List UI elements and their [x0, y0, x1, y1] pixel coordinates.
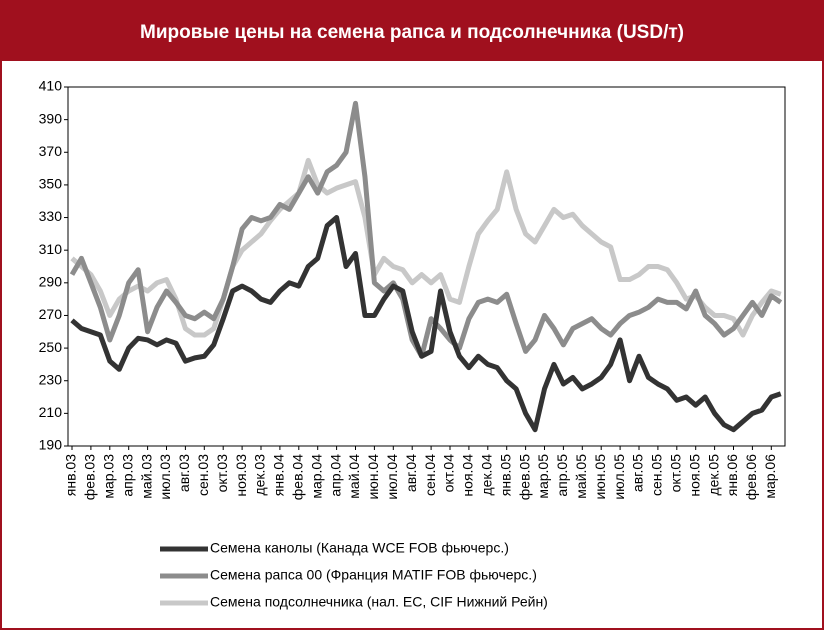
- x-tick-label: дек.05: [705, 454, 721, 496]
- x-tick-label: сен.03: [195, 454, 211, 496]
- x-tick-label: окт.05: [668, 454, 684, 493]
- x-tick-label: янв.06: [724, 454, 740, 496]
- y-tick-label: 410: [39, 78, 63, 94]
- legend-label: Семена канолы (Канада WCE FOB фьючерс.): [210, 540, 509, 556]
- legend-label: Семена рапса 00 (Франция MATIF FOB фьюче…: [210, 567, 537, 583]
- x-tick-label: ноя.05: [686, 454, 702, 497]
- x-tick-label: окт.03: [214, 454, 230, 493]
- y-tick-label: 190: [39, 437, 63, 453]
- x-tick-label: мар.03: [101, 454, 117, 499]
- y-tick-label: 390: [39, 110, 63, 126]
- y-tick-label: 330: [39, 208, 63, 224]
- x-tick-label: авг.05: [630, 454, 646, 492]
- x-tick-label: мар.05: [535, 454, 551, 499]
- series-line: [69, 100, 783, 359]
- x-tick-label: апр.03: [119, 454, 135, 497]
- x-tick-label: сен.04: [422, 454, 438, 496]
- x-tick-label: авг.04: [403, 454, 419, 492]
- x-tick-label: мар.04: [308, 454, 324, 499]
- x-tick-label: окт.04: [441, 454, 457, 493]
- y-tick-label: 230: [39, 371, 63, 387]
- plot-area: [67, 86, 786, 447]
- x-tick-label: дек.03: [252, 454, 268, 496]
- y-tick-label: 350: [39, 176, 63, 192]
- x-tick-label: фев.05: [516, 454, 532, 500]
- x-tick-label: июн.04: [365, 454, 381, 500]
- x-tick-label: апр.04: [327, 454, 343, 497]
- chart-title: Мировые цены на семена рапса и подсолнеч…: [140, 22, 684, 43]
- x-tick-label: ноя.03: [233, 454, 249, 497]
- y-tick-label: 310: [39, 241, 63, 257]
- x-tick-label: дек.04: [479, 454, 495, 496]
- series-line: [70, 157, 782, 338]
- x-tick-label: май.05: [573, 454, 589, 499]
- y-tick-label: 270: [39, 306, 63, 322]
- x-tick-label: июл.04: [384, 454, 400, 500]
- series-line: [70, 215, 782, 433]
- x-tick-label: май.03: [138, 454, 154, 499]
- title-bar: [1, 1, 823, 61]
- x-tick-label: ноя.04: [460, 454, 476, 497]
- x-tick-label: апр.05: [554, 454, 570, 497]
- x-tick-label: сен.05: [649, 454, 665, 496]
- x-tick-label: янв.03: [63, 454, 79, 496]
- x-tick-label: янв.04: [271, 454, 287, 496]
- x-tick-label: фев.03: [82, 454, 98, 500]
- y-tick-label: 210: [39, 404, 63, 420]
- x-tick-label: июн.05: [592, 454, 608, 500]
- x-tick-label: июл.05: [611, 454, 627, 500]
- x-tick-label: фев.06: [743, 454, 759, 500]
- x-tick-label: фев.04: [290, 454, 306, 500]
- y-tick-label: 290: [39, 274, 63, 290]
- y-tick-label: 250: [39, 339, 63, 355]
- x-tick-label: мар.06: [762, 454, 778, 499]
- legend-label: Семена подсолнечника (нал. ЕС, CIF Нижни…: [210, 594, 548, 610]
- y-tick-label: 370: [39, 143, 63, 159]
- x-tick-label: янв.05: [497, 454, 513, 496]
- x-tick-label: май.04: [346, 454, 362, 499]
- x-tick-label: июл.03: [157, 454, 173, 500]
- x-tick-label: авг.03: [176, 454, 192, 492]
